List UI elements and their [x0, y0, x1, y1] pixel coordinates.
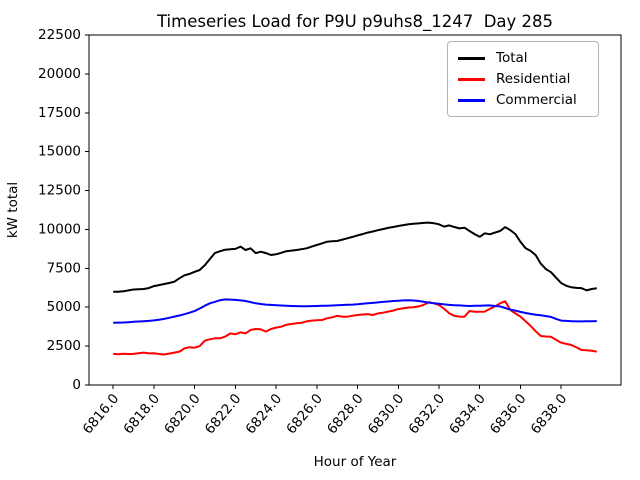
series-line-total [113, 221, 597, 293]
legend-item-commercial[interactable]: Commercial [458, 91, 588, 109]
legend-label-total: Total [496, 50, 528, 66]
legend-item-residential[interactable]: Residential [458, 70, 588, 88]
y-tick-label: 7500 [47, 260, 81, 276]
legend-line-sample-total [458, 56, 485, 60]
legend: Total Residential Commercial [447, 41, 599, 117]
y-tick-label: 0 [72, 377, 81, 393]
x-axis-label: Hour of Year [314, 454, 397, 470]
legend-line-sample-residential [458, 77, 485, 81]
y-tick-label: 15000 [38, 144, 81, 160]
y-tick-label: 5000 [47, 299, 81, 315]
legend-label-commercial: Commercial [496, 92, 577, 108]
y-tick-label: 17500 [38, 105, 81, 121]
series-line-residential [113, 300, 597, 356]
y-axis-label: kW total [5, 182, 21, 238]
series-lines [113, 221, 597, 356]
legend-label-residential: Residential [496, 71, 571, 87]
legend-item-total[interactable]: Total [458, 49, 588, 67]
y-tick-label: 22500 [38, 27, 81, 43]
series-line-commercial [113, 298, 597, 324]
y-tick-label: 12500 [38, 183, 81, 199]
chart-title: Timeseries Load for P9U p9uhs8_1247 Day … [156, 12, 553, 32]
y-tick-label: 2500 [47, 338, 81, 354]
y-tick-label: 10000 [38, 221, 81, 237]
y-tick-label: 20000 [38, 66, 81, 82]
legend-line-sample-commercial [458, 98, 485, 102]
y-axis: 0 2500 5000 7500 10000 12500 15000 17500 20000 22… [38, 27, 89, 393]
